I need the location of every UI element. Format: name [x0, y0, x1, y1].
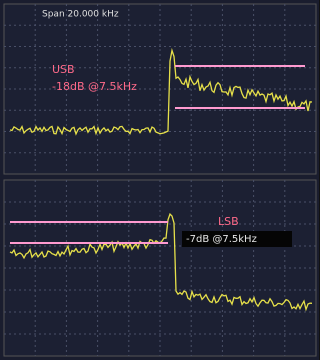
screenshot: Span 20.000 kHz USB -18dB @7.5kHz LSB -7…	[0, 0, 319, 360]
span-label: Span 20.000 kHz	[42, 10, 119, 20]
attenuation-note: -7dB @7.5kHz	[186, 234, 257, 245]
page: Span 20.000 kHz USB -18dB @7.5kHz LSB -7…	[0, 0, 320, 360]
attenuation-note: -18dB @7.5kHz	[52, 80, 137, 93]
sideband-label: USB	[52, 63, 75, 76]
sideband-label: LSB	[218, 215, 239, 228]
